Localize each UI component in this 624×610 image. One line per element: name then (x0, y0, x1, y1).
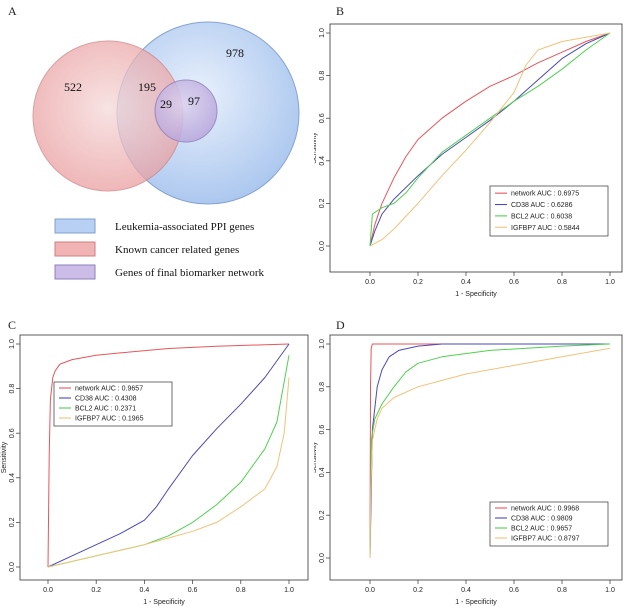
venn-count-ppi-only: 978 (226, 46, 244, 60)
chart-d-xlabel: 1 - Specificity (455, 599, 497, 606)
chart-c-xtick-label: 1.0 (284, 587, 294, 594)
venn-legend-label-final: Genes of final biomarker network (115, 267, 265, 279)
chart-b-xtick-label: 1.0 (605, 279, 615, 286)
chart-c-xtick-label: 0.2 (91, 587, 101, 594)
chart-c-frame (19, 334, 309, 581)
venn-circle-final (154, 79, 218, 143)
chart-c-legend-label-bcl2: BCL2 AUC : 0.2371 (75, 406, 136, 413)
chart-b-series-cd38 (369, 32, 611, 247)
chart-d-ylabel: Sensitivity (314, 441, 318, 473)
chart-d-ytick-label: 1.0 (319, 339, 326, 349)
chart-c-series-network (47, 343, 290, 568)
chart-d-ytick-label: 0.6 (319, 425, 326, 435)
chart-c-legend-label-network: network AUC : 0.9657 (75, 386, 143, 393)
panel-label-d: D (336, 318, 345, 332)
chart-b-series-network (369, 32, 611, 247)
chart-b-xlabel: 1 - Specificity (455, 291, 497, 298)
chart-c-series-igfbp7 (47, 377, 290, 568)
venn-diagram: 978 522 195 29 97 Leukemia-associated PP… (32, 21, 300, 280)
chart-d-legend (489, 501, 609, 547)
chart-b-xtick-label: 0.2 (413, 279, 423, 286)
roc-chart-b: 0.0 0.2 0.4 0.6 0.8 1.0 0.0 0.2 0.4 0.6 0.8 1.0 1 - … (314, 23, 623, 298)
chart-c-ytick-label: 0.6 (9, 428, 16, 438)
chart-b-legend-label-bcl2: BCL2 AUC : 0.6038 (511, 213, 572, 220)
chart-d-xtick-label: 0.0 (365, 587, 375, 594)
chart-b-legend-label-network: network AUC : 0.6975 (511, 191, 579, 198)
venn-legend: Leukemia-associated PPI genes Known canc… (54, 218, 265, 280)
venn-count-ppi-final: 97 (188, 94, 200, 108)
panel-label-b: B (336, 4, 345, 18)
chart-d-legend-label-bcl2: BCL2 AUC : 0.9657 (511, 526, 572, 533)
chart-b-ylabel: Sensitivity (314, 132, 318, 164)
chart-c-xtick-label: 0.0 (43, 587, 53, 594)
venn-count-cancer-only: 522 (64, 80, 82, 94)
chart-c-ytick-label: 0.8 (9, 384, 16, 394)
chart-b-ytick-label: 0.4 (319, 156, 326, 166)
venn-legend-label-cancer: Known cancer related genes (115, 244, 239, 256)
chart-b-ytick-label: 0.2 (319, 198, 326, 208)
chart-b-xtick-label: 0.8 (557, 279, 567, 286)
panel-label-c: C (8, 318, 17, 332)
chart-c-ytick-label: 0.4 (9, 473, 16, 483)
chart-d-xtick-label: 0.4 (461, 587, 471, 594)
chart-b-legend-label-cd38: CD38 AUC : 0.6286 (511, 202, 573, 209)
chart-c-legend (53, 381, 173, 427)
chart-b-series-bcl2 (369, 32, 611, 247)
chart-b-ytick-label: 0.8 (319, 71, 326, 81)
chart-d-frame (329, 334, 623, 581)
venn-legend-label-ppi: Leukemia-associated PPI genes (115, 221, 254, 233)
chart-c-series-cd38 (47, 343, 290, 568)
chart-d-series-bcl2 (369, 343, 611, 559)
chart-b-series-igfbp7 (369, 32, 611, 247)
chart-d-xtick-label: 1.0 (605, 587, 615, 594)
chart-d-legend-label-igfbp7: IGFBP7 AUC : 0.8797 (511, 536, 580, 543)
chart-d-legend-label-network: network AUC : 0.9968 (511, 506, 579, 513)
chart-c-ytick-label: 1.0 (9, 339, 16, 349)
chart-d-xtick-label: 0.6 (509, 587, 519, 594)
chart-b-xtick-label: 0.4 (461, 279, 471, 286)
chart-d-xtick-label: 0.2 (413, 587, 423, 594)
chart-c-xtick-label: 0.4 (140, 587, 150, 594)
chart-b-ytick-label: 0.6 (319, 113, 326, 123)
chart-b-legend (489, 185, 609, 237)
chart-d-legend-label-cd38: CD38 AUC : 0.9809 (511, 516, 573, 523)
chart-c-xtick-label: 0.8 (236, 587, 246, 594)
chart-b-frame (329, 23, 623, 273)
chart-c-legend-label-cd38: CD38 AUC : 0.4308 (75, 396, 137, 403)
panel-label-a: A (8, 4, 17, 18)
venn-legend-swatch-cancer (54, 241, 96, 257)
chart-b-ytick-label: 1.0 (319, 28, 326, 38)
roc-chart-c: 0.0 0.2 0.4 0.6 0.8 1.0 0.0 0.2 0.4 0.6 0.8 1.0 1 - … (1, 334, 309, 606)
chart-d-ytick-label: 0.0 (319, 553, 326, 563)
chart-d-series-igfbp7 (369, 347, 611, 559)
chart-c-xlabel: 1 - Specificity (143, 599, 185, 606)
chart-c-ylabel: Sensitivity (1, 441, 8, 473)
chart-d-xtick-label: 0.8 (557, 587, 567, 594)
chart-d-ytick-label: 0.4 (319, 467, 326, 477)
chart-d-ytick-label: 0.8 (319, 382, 326, 392)
chart-c-ytick-label: 0.0 (9, 562, 16, 572)
venn-legend-swatch-ppi (54, 218, 96, 234)
chart-c-xtick-label: 0.6 (188, 587, 198, 594)
chart-c-legend-label-igfbp7: IGFBP7 AUC : 0.1965 (75, 416, 144, 423)
chart-d-ytick-label: 0.2 (319, 510, 326, 520)
venn-count-all-three: 29 (160, 97, 172, 111)
chart-b-xtick-label: 0.0 (365, 279, 375, 286)
venn-count-ppi-cancer: 195 (138, 80, 156, 94)
chart-b-legend-label-igfbp7: IGFBP7 AUC : 0.5844 (511, 225, 580, 232)
roc-chart-d: 0.0 0.2 0.4 0.6 0.8 1.0 0.0 0.2 0.4 0.6 0.8 1.0 1 - … (314, 334, 623, 606)
chart-b-xtick-label: 0.6 (509, 279, 519, 286)
venn-legend-swatch-final (54, 264, 96, 280)
chart-c-ytick-label: 0.2 (9, 517, 16, 527)
chart-b-ytick-label: 0.0 (319, 241, 326, 251)
